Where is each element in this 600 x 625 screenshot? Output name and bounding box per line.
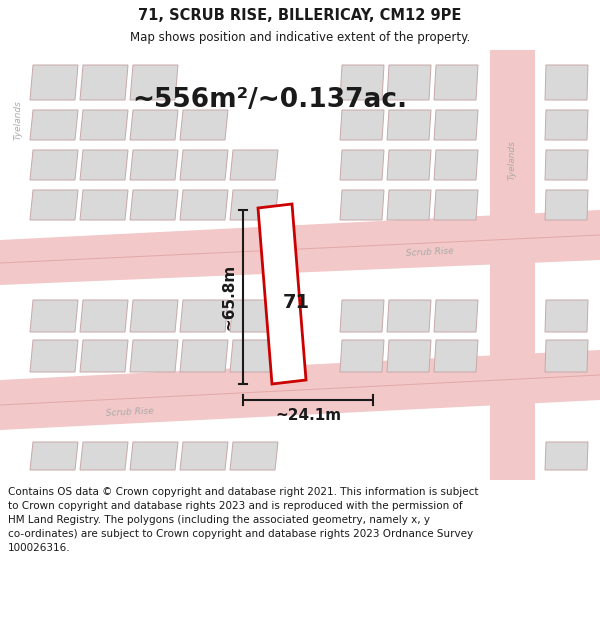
Polygon shape [387, 300, 431, 332]
Polygon shape [30, 65, 78, 100]
Polygon shape [80, 300, 128, 332]
Polygon shape [230, 300, 278, 332]
Polygon shape [434, 110, 478, 140]
Polygon shape [230, 340, 278, 372]
Polygon shape [80, 150, 128, 180]
Polygon shape [80, 110, 128, 140]
Text: ~65.8m: ~65.8m [221, 264, 236, 330]
Polygon shape [130, 340, 178, 372]
Polygon shape [80, 65, 128, 100]
Polygon shape [30, 442, 78, 470]
Polygon shape [80, 190, 128, 220]
Text: 71: 71 [283, 292, 310, 311]
Polygon shape [180, 300, 228, 332]
Text: 71, SCRUB RISE, BILLERICAY, CM12 9PE: 71, SCRUB RISE, BILLERICAY, CM12 9PE [139, 8, 461, 22]
Polygon shape [545, 150, 588, 180]
Polygon shape [130, 150, 178, 180]
Polygon shape [387, 340, 431, 372]
Polygon shape [258, 204, 306, 384]
Polygon shape [545, 190, 588, 220]
Polygon shape [180, 190, 228, 220]
Text: Scrub Rise: Scrub Rise [106, 406, 154, 418]
Polygon shape [387, 190, 431, 220]
Text: ~556m²/~0.137ac.: ~556m²/~0.137ac. [133, 87, 407, 113]
Polygon shape [30, 190, 78, 220]
Polygon shape [230, 190, 278, 220]
Text: Contains OS data © Crown copyright and database right 2021. This information is : Contains OS data © Crown copyright and d… [8, 487, 479, 553]
Polygon shape [130, 110, 178, 140]
Polygon shape [434, 340, 478, 372]
Polygon shape [387, 110, 431, 140]
Polygon shape [340, 190, 384, 220]
Polygon shape [130, 300, 178, 332]
Polygon shape [30, 150, 78, 180]
Text: Scrub Rise: Scrub Rise [406, 246, 454, 258]
Polygon shape [340, 340, 384, 372]
Polygon shape [545, 340, 588, 372]
Polygon shape [545, 300, 588, 332]
Polygon shape [180, 150, 228, 180]
Polygon shape [180, 340, 228, 372]
Polygon shape [545, 110, 588, 140]
Polygon shape [230, 442, 278, 470]
Polygon shape [180, 110, 228, 140]
Polygon shape [434, 150, 478, 180]
Polygon shape [340, 110, 384, 140]
Polygon shape [130, 442, 178, 470]
Polygon shape [434, 65, 478, 100]
Polygon shape [387, 65, 431, 100]
Polygon shape [340, 300, 384, 332]
Polygon shape [230, 150, 278, 180]
Polygon shape [130, 190, 178, 220]
Polygon shape [545, 65, 588, 100]
Polygon shape [130, 65, 178, 100]
Polygon shape [434, 300, 478, 332]
Polygon shape [30, 110, 78, 140]
Polygon shape [545, 442, 588, 470]
Polygon shape [0, 210, 600, 285]
Polygon shape [80, 340, 128, 372]
Polygon shape [387, 150, 431, 180]
Polygon shape [0, 350, 600, 430]
Polygon shape [340, 65, 384, 100]
Polygon shape [180, 442, 228, 470]
Text: ~24.1m: ~24.1m [275, 409, 341, 424]
Polygon shape [340, 150, 384, 180]
Polygon shape [30, 300, 78, 332]
Text: Tyelands: Tyelands [508, 140, 517, 180]
Polygon shape [490, 50, 535, 480]
Polygon shape [30, 340, 78, 372]
Polygon shape [80, 442, 128, 470]
Text: Tyelands: Tyelands [14, 100, 23, 140]
Text: Map shows position and indicative extent of the property.: Map shows position and indicative extent… [130, 31, 470, 44]
Polygon shape [434, 190, 478, 220]
